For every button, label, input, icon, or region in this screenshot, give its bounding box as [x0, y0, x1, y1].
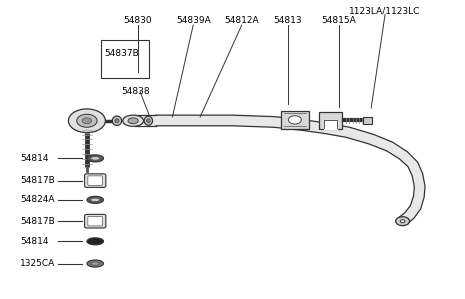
Ellipse shape	[91, 157, 100, 160]
Text: 54814: 54814	[20, 237, 48, 246]
FancyBboxPatch shape	[88, 216, 103, 226]
Text: 1325CA: 1325CA	[20, 259, 55, 268]
Ellipse shape	[87, 238, 104, 245]
FancyBboxPatch shape	[85, 214, 106, 228]
Polygon shape	[135, 115, 156, 126]
Text: 54815A: 54815A	[321, 16, 356, 25]
Circle shape	[68, 109, 106, 133]
Text: 54812A: 54812A	[225, 16, 259, 25]
Text: 1123LA/1123LC: 1123LA/1123LC	[349, 6, 421, 15]
Ellipse shape	[87, 155, 104, 162]
Ellipse shape	[396, 217, 410, 226]
Ellipse shape	[87, 196, 104, 203]
Polygon shape	[324, 120, 337, 129]
Ellipse shape	[115, 119, 119, 123]
FancyBboxPatch shape	[88, 176, 103, 185]
Text: 54824A: 54824A	[20, 195, 54, 204]
Ellipse shape	[113, 116, 121, 126]
Text: 54817B: 54817B	[20, 217, 54, 226]
Text: 54830: 54830	[123, 16, 152, 25]
Ellipse shape	[91, 198, 100, 202]
Bar	[319, 112, 342, 129]
FancyBboxPatch shape	[85, 174, 106, 187]
Text: 54814: 54814	[20, 154, 48, 163]
Ellipse shape	[400, 220, 405, 223]
Polygon shape	[156, 115, 425, 224]
Ellipse shape	[123, 115, 144, 126]
Ellipse shape	[91, 262, 100, 265]
Circle shape	[82, 118, 92, 124]
Text: 54813: 54813	[274, 16, 302, 25]
Ellipse shape	[144, 116, 153, 125]
Text: 54837B: 54837B	[105, 49, 139, 58]
Circle shape	[77, 114, 97, 127]
Circle shape	[288, 116, 301, 124]
Ellipse shape	[87, 260, 104, 267]
Bar	[101, 40, 149, 78]
Ellipse shape	[128, 118, 138, 124]
Bar	[281, 111, 309, 129]
Text: 54817B: 54817B	[20, 176, 54, 185]
Text: 54839A: 54839A	[176, 16, 211, 25]
Ellipse shape	[146, 119, 150, 123]
Text: 54838: 54838	[121, 87, 150, 96]
Bar	[363, 117, 372, 124]
